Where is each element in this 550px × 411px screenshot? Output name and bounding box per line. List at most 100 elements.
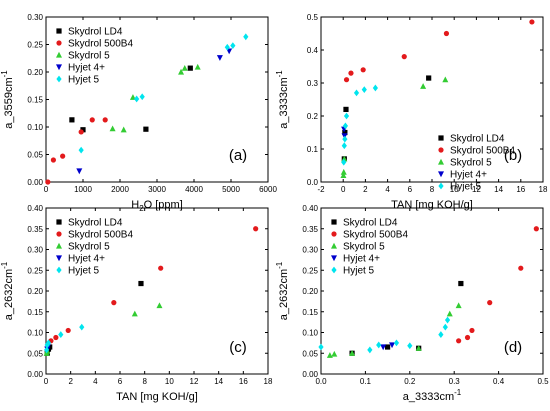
legend-marker bbox=[56, 51, 62, 58]
legend-marker bbox=[438, 135, 444, 141]
x-tick-label: 8 bbox=[430, 185, 435, 194]
x-tick-label: 0.4 bbox=[493, 377, 505, 386]
legend-marker bbox=[56, 266, 62, 274]
y-tick-label: 0.35 bbox=[27, 225, 43, 234]
point-hyjet-5 bbox=[393, 339, 400, 347]
point-skydrol-5 bbox=[340, 168, 347, 175]
point-hyjet-5 bbox=[58, 331, 64, 338]
x-tick-label: 0 bbox=[44, 377, 49, 386]
point-hyjet-5 bbox=[444, 316, 451, 324]
y-tick-label: 0.10 bbox=[27, 123, 43, 132]
point-skydrol-500b4 bbox=[60, 153, 66, 159]
panel-label: (d) bbox=[504, 339, 522, 356]
panel-label: (b) bbox=[504, 147, 522, 164]
x-tick-label: 2 bbox=[363, 185, 368, 194]
legend-label: Hyjet 4+ bbox=[68, 63, 105, 74]
x-tick-label: 0 bbox=[44, 185, 49, 194]
x-tick-label: 14 bbox=[494, 185, 503, 194]
point-hyjet-5 bbox=[342, 122, 349, 130]
point-skydrol-ld4 bbox=[138, 280, 144, 287]
point-hyjet-5 bbox=[134, 95, 140, 103]
x-tick-label: 18 bbox=[539, 185, 548, 194]
x-tick-label: 4 bbox=[93, 377, 98, 386]
x-axis-label: TAN [mg KOH/g] bbox=[116, 391, 198, 403]
point-hyjet-4- bbox=[389, 342, 396, 349]
x-tick-label: 4 bbox=[385, 185, 390, 194]
x-axis-label: a_3333cm-1 bbox=[403, 388, 462, 403]
point-skydrol-500b4 bbox=[443, 30, 450, 37]
legend-label: Skydrol LD4 bbox=[68, 218, 123, 229]
x-tick-label: 0 bbox=[341, 185, 346, 194]
legend-marker bbox=[56, 75, 62, 83]
point-skydrol-500b4 bbox=[487, 300, 493, 306]
point-skydrol-5 bbox=[442, 76, 449, 83]
point-hyjet-5 bbox=[44, 346, 50, 354]
point-hyjet-5 bbox=[353, 89, 360, 97]
y-tick-label: 0.15 bbox=[27, 96, 43, 105]
x-tick-label: 0.1 bbox=[360, 377, 372, 386]
legend-marker bbox=[331, 242, 337, 249]
legend-marker bbox=[56, 64, 62, 71]
y-tick-label: 0.15 bbox=[27, 308, 43, 317]
y-tick-label: 0.0 bbox=[307, 178, 319, 187]
legend-marker bbox=[438, 158, 444, 165]
point-skydrol-ld4 bbox=[385, 344, 391, 350]
legend-label: Hyjet 4+ bbox=[343, 254, 380, 265]
y-axis-label: a_2632cm-1 bbox=[275, 261, 290, 320]
point-hyjet-5 bbox=[341, 142, 347, 150]
x-tick-label: 1000 bbox=[74, 185, 92, 194]
point-skydrol-500b4 bbox=[348, 70, 354, 76]
x-axis-label: TAN [mg KOH/g] bbox=[391, 199, 473, 211]
point-hyjet-5 bbox=[341, 158, 347, 166]
legend-label: Hyjet 4+ bbox=[68, 254, 105, 265]
y-tick-label: 0.30 bbox=[302, 246, 318, 255]
point-hyjet-4- bbox=[341, 133, 348, 139]
point-hyjet-5 bbox=[343, 112, 350, 120]
point-skydrol-500b4 bbox=[102, 117, 108, 123]
point-skydrol-500b4 bbox=[469, 327, 475, 334]
point-hyjet-5 bbox=[243, 33, 249, 41]
point-skydrol-ld4 bbox=[458, 280, 464, 287]
y-tick-label: 0.10 bbox=[302, 329, 318, 338]
legend-marker bbox=[56, 28, 62, 34]
x-axis-label: H2O [ppm] bbox=[131, 199, 183, 213]
point-skydrol-5 bbox=[131, 310, 138, 317]
point-hyjet-5 bbox=[407, 342, 413, 350]
point-hyjet-5 bbox=[230, 42, 236, 49]
point-skydrol-500b4 bbox=[65, 327, 71, 334]
point-skydrol-ld4 bbox=[80, 127, 86, 133]
y-tick-label: 0.10 bbox=[27, 329, 43, 338]
legend-label: Skydrol 5 bbox=[68, 242, 110, 253]
y-tick-label: 0.00 bbox=[27, 178, 43, 187]
y-tick-label: 0.20 bbox=[27, 68, 43, 77]
point-skydrol-5 bbox=[349, 350, 356, 356]
y-tick-label: 0.1 bbox=[307, 145, 319, 154]
point-skydrol-5 bbox=[326, 352, 333, 358]
point-skydrol-ld4 bbox=[187, 65, 193, 71]
point-hyjet-5 bbox=[372, 84, 378, 92]
y-tick-label: 0.00 bbox=[27, 370, 43, 379]
legend-label: Skydrol LD4 bbox=[68, 27, 123, 38]
y-axis-label: a_2632cm-1 bbox=[0, 261, 15, 320]
legend-marker bbox=[331, 255, 337, 262]
y-tick-label: 0.05 bbox=[302, 349, 318, 358]
point-skydrol-500b4 bbox=[111, 300, 117, 306]
point-hyjet-5 bbox=[224, 43, 230, 51]
legend-label: Skydrol LD4 bbox=[343, 218, 398, 229]
legend-marker bbox=[331, 266, 337, 274]
x-tick-label: 12 bbox=[472, 185, 481, 194]
point-skydrol-5 bbox=[156, 302, 163, 309]
panel-2: -2 0 2 4 6 8 10 12 14 16 18 0.0 0.1 0.2 0.3 0.4 0.5 TAN [… bbox=[275, 13, 548, 211]
point-skydrol-500b4 bbox=[53, 334, 59, 341]
x-tick-label: 0.0 bbox=[315, 377, 327, 386]
point-skydrol-5 bbox=[331, 350, 338, 357]
point-skydrol-5 bbox=[420, 83, 427, 89]
y-tick-label: 0.30 bbox=[27, 13, 43, 22]
y-tick-label: 0.20 bbox=[27, 287, 43, 296]
x-tick-label: 12 bbox=[190, 377, 199, 386]
panel-3: 0 2 4 6 8 10 12 14 16 18 0.00 0.05 0.10 0.15 0.20 0.25 0… bbox=[0, 204, 273, 403]
y-tick-label: 0.40 bbox=[302, 204, 318, 213]
point-skydrol-5 bbox=[181, 64, 188, 71]
